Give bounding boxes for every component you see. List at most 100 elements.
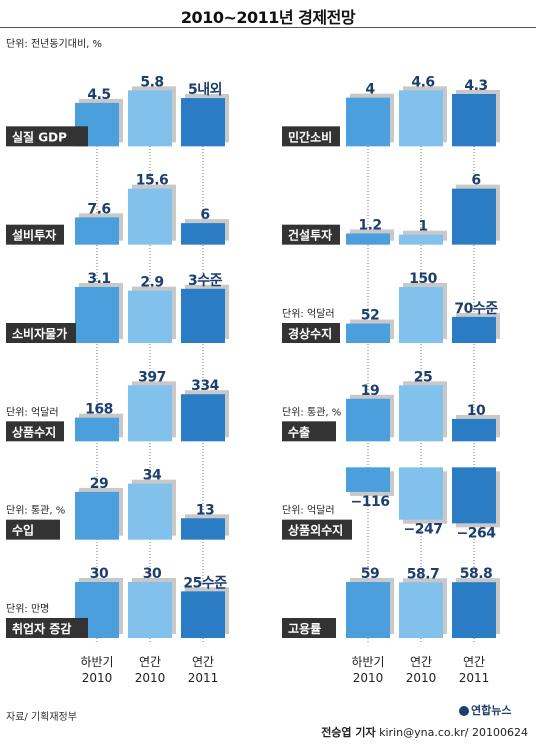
bar — [128, 290, 172, 343]
bar — [75, 217, 119, 245]
x-tick-year: 2011 — [459, 671, 490, 685]
bar — [181, 288, 225, 343]
panel-label-box — [6, 519, 60, 540]
panel-label: 건설투자 — [288, 228, 332, 243]
source-note: 자료/ 기획재정부 — [6, 712, 77, 723]
x-tick-label: 연간 — [463, 655, 485, 669]
unit-note: 단위: 전년동기대비, % — [6, 39, 103, 50]
x-tick-year: 2011 — [188, 671, 219, 685]
value-label: 6 — [200, 207, 209, 223]
value-label: 1.2 — [358, 217, 381, 233]
value-label: 4.5 — [87, 87, 110, 103]
panel-label-box — [282, 323, 340, 343]
panel-label-box — [6, 421, 64, 442]
x-tick-year: 2010 — [353, 671, 384, 685]
panel-label: 경상수지 — [288, 326, 332, 341]
value-label: 19 — [361, 383, 379, 399]
bar — [399, 90, 443, 147]
value-label: 7.6 — [87, 201, 110, 217]
value-label: 30 — [90, 566, 109, 582]
panel-label: 상품외수지 — [288, 523, 343, 538]
bar — [346, 323, 390, 343]
value-label: −247 — [404, 522, 443, 538]
value-label: 59 — [361, 566, 379, 582]
panel-unit: 단위: 억달러 — [282, 504, 335, 517]
value-label: 58.7 — [407, 566, 440, 582]
panel-label-box — [282, 618, 336, 638]
bar — [399, 467, 443, 520]
panel-label-box — [282, 224, 340, 245]
bar — [181, 518, 225, 540]
bar — [346, 582, 390, 638]
value-label: 10 — [467, 403, 486, 419]
bar — [75, 287, 119, 343]
panel-label: 소비자물가 — [12, 326, 67, 341]
bar — [399, 287, 443, 343]
x-tick-label: 연간 — [192, 655, 214, 669]
bar — [399, 582, 443, 638]
value-label: 6 — [471, 173, 480, 189]
panel-unit: 단위: 통관, % — [282, 405, 341, 418]
bar — [128, 90, 172, 147]
chart-title: 2010~2011년 경제전망 — [180, 8, 356, 27]
bar — [128, 582, 172, 638]
panel-unit: 단위: 만명 — [6, 602, 49, 615]
bar — [181, 394, 225, 442]
logo-text: 연합뉴스 — [471, 704, 512, 717]
value-label: 29 — [90, 476, 108, 492]
value-label: 168 — [85, 402, 113, 418]
bar — [75, 417, 119, 442]
bar — [181, 223, 225, 245]
bar — [181, 591, 225, 638]
reporter-name: 전승엽 기자 — [321, 726, 376, 739]
x-tick-label: 하반기 — [351, 655, 384, 669]
value-label: 4.6 — [411, 74, 434, 90]
bar — [181, 98, 225, 147]
bar — [452, 93, 496, 147]
panel-label-box — [6, 618, 88, 638]
value-label: 58.8 — [460, 566, 493, 582]
bar — [399, 234, 443, 245]
panel-label: 실질 GDP — [12, 129, 67, 144]
bar — [346, 398, 390, 442]
value-label: 5내외 — [188, 81, 222, 98]
value-label: 2.9 — [140, 275, 163, 291]
value-label: 3수준 — [188, 273, 223, 289]
panel-label-box — [282, 421, 336, 442]
bar — [75, 491, 119, 540]
bar — [128, 385, 172, 442]
value-label: 334 — [191, 378, 219, 394]
value-label: 34 — [143, 468, 162, 484]
title-divider — [0, 27, 536, 28]
panel-label: 민간소비 — [288, 129, 332, 144]
panel-label: 수출 — [288, 424, 310, 439]
panel-label-box — [6, 323, 76, 343]
bar — [452, 316, 496, 343]
value-label: 15.6 — [136, 173, 169, 189]
panel-label: 고용률 — [288, 621, 321, 636]
value-label: −116 — [351, 494, 390, 510]
panel-label: 설비투자 — [12, 228, 56, 243]
value-label: 4.3 — [464, 78, 487, 94]
bar — [399, 385, 443, 442]
bar — [346, 467, 390, 492]
bar — [452, 582, 496, 638]
panel-label: 상품수지 — [12, 424, 56, 439]
bar — [346, 97, 390, 147]
value-label: 397 — [138, 369, 166, 385]
panel-unit: 단위: 통관, % — [6, 504, 65, 517]
value-label: 25 — [414, 369, 432, 385]
bar — [452, 418, 496, 442]
bar — [128, 188, 172, 245]
value-label: 4 — [365, 82, 375, 98]
yonhap-logo: 연합뉴스 — [459, 702, 511, 718]
reporter-contact: kirin@yna.co.kr/ 20100624 — [379, 726, 528, 739]
value-label: 3.1 — [87, 271, 110, 287]
panel-label: 수입 — [12, 524, 34, 538]
value-label: 1 — [418, 219, 427, 235]
bar — [128, 483, 172, 540]
value-label: 150 — [409, 271, 437, 287]
x-tick-label: 연간 — [139, 655, 161, 669]
x-tick-label: 하반기 — [80, 655, 113, 669]
